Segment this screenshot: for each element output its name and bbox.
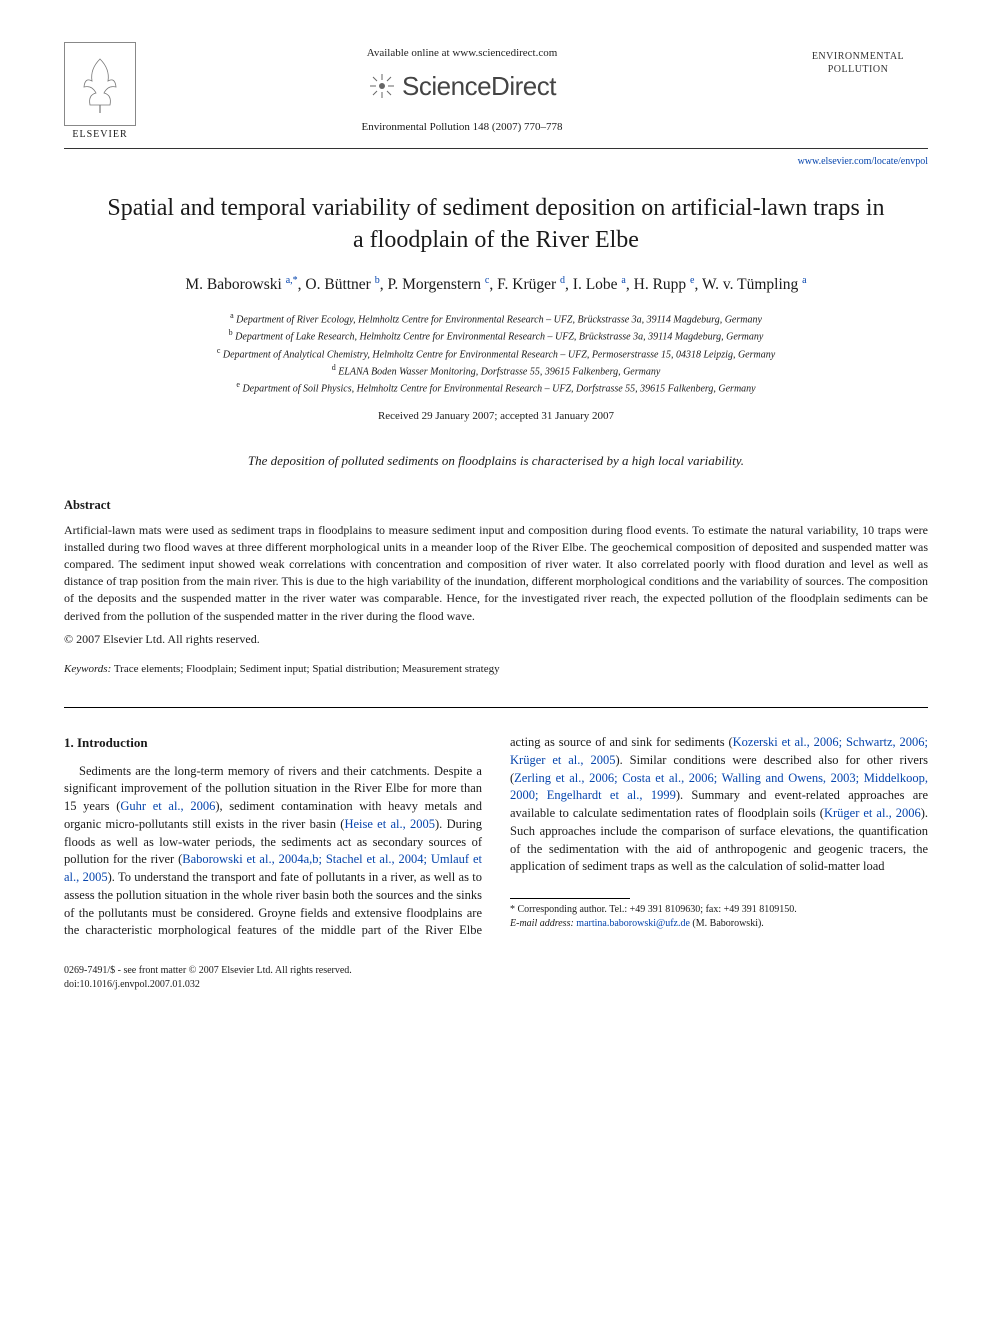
affil-d: d ELANA Boden Wasser Monitoring, Dorfstr… xyxy=(64,362,928,379)
journal-reference: Environmental Pollution 148 (2007) 770–7… xyxy=(136,120,788,136)
affil-c: c Department of Analytical Chemistry, He… xyxy=(64,345,928,362)
affil-a: a Department of River Ecology, Helmholtz… xyxy=(64,310,928,327)
body-columns: 1. Introduction Sediments are the long-t… xyxy=(64,734,928,940)
capsule-summary: The deposition of polluted sediments on … xyxy=(64,452,928,470)
intro-heading: 1. Introduction xyxy=(64,734,482,752)
locate-url[interactable]: www.elsevier.com/locate/envpol xyxy=(64,155,928,169)
footnote-separator xyxy=(510,898,630,899)
author-list: M. Baborowski a,*, O. Büttner b, P. Morg… xyxy=(64,274,928,296)
abstract-heading: Abstract xyxy=(64,497,928,515)
corr-email-line: E-mail address: martina.baborowski@ufz.d… xyxy=(510,917,928,931)
affil-e: e Department of Soil Physics, Helmholtz … xyxy=(64,379,928,396)
footnote-block: * Corresponding author. Tel.: +49 391 81… xyxy=(510,898,928,931)
footer-left: 0269-7491/$ - see front matter © 2007 El… xyxy=(64,964,352,992)
sciencedirect-wordmark: ScienceDirect xyxy=(402,68,556,105)
keywords-text: Trace elements; Floodplain; Sediment inp… xyxy=(114,663,500,675)
abstract-copyright: © 2007 Elsevier Ltd. All rights reserved… xyxy=(64,631,928,648)
sciencedirect-icon xyxy=(368,72,396,100)
abstract-body: Artificial-lawn mats were used as sedime… xyxy=(64,522,928,624)
affil-b: b Department of Lake Research, Helmholtz… xyxy=(64,327,928,344)
locate-link[interactable]: www.elsevier.com/locate/envpol xyxy=(798,156,928,167)
sciencedirect-logo[interactable]: ScienceDirect xyxy=(368,68,556,105)
article-title: Spatial and temporal variability of sedi… xyxy=(104,193,888,255)
keywords-label: Keywords: xyxy=(64,663,111,675)
elsevier-block: ELSEVIER xyxy=(64,42,136,142)
corresponding-footnote: * Corresponding author. Tel.: +49 391 81… xyxy=(510,903,928,931)
corr-author-line: * Corresponding author. Tel.: +49 391 81… xyxy=(510,903,928,917)
elsevier-tree-icon xyxy=(64,42,136,126)
journal-cover-block: ENVIRONMENTAL POLLUTION xyxy=(788,42,928,76)
journal-cover-title: ENVIRONMENTAL POLLUTION xyxy=(788,42,928,76)
article-dates: Received 29 January 2007; accepted 31 Ja… xyxy=(64,409,928,425)
keywords: Keywords: Trace elements; Floodplain; Se… xyxy=(64,662,928,678)
corr-email-link[interactable]: martina.baborowski@ufz.de xyxy=(576,918,690,929)
available-online-text: Available online at www.sciencedirect.co… xyxy=(136,46,788,62)
section-divider xyxy=(64,707,928,708)
page-footer: 0269-7491/$ - see front matter © 2007 El… xyxy=(64,964,928,992)
masthead: ELSEVIER Available online at www.science… xyxy=(64,42,928,149)
header-center: Available online at www.sciencedirect.co… xyxy=(136,42,788,135)
elsevier-wordmark: ELSEVIER xyxy=(64,128,136,142)
affiliations: a Department of River Ecology, Helmholtz… xyxy=(64,310,928,397)
